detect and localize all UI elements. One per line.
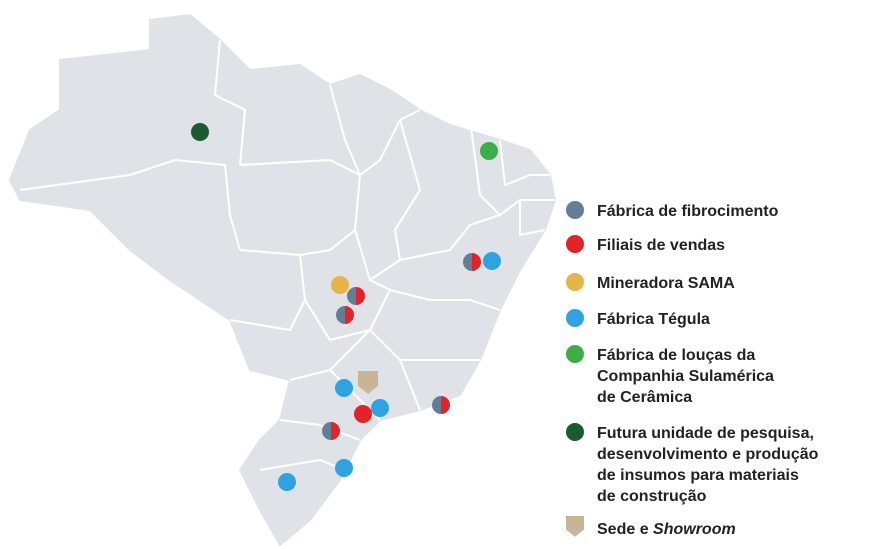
location-marker bbox=[335, 459, 353, 477]
legend-label: Filiais de vendas bbox=[597, 237, 725, 254]
marker-half bbox=[322, 422, 331, 440]
legend-swatch bbox=[566, 423, 584, 441]
legend-swatch bbox=[566, 309, 584, 327]
marker-half bbox=[472, 253, 481, 271]
legend-swatch-circle bbox=[566, 201, 584, 219]
location-marker bbox=[354, 405, 372, 423]
marker-half bbox=[441, 396, 450, 414]
marker-half bbox=[347, 287, 356, 305]
legend: Fábrica de fibrocimento Filiais de vendas… bbox=[566, 201, 819, 538]
location-marker bbox=[483, 252, 501, 270]
location-marker bbox=[371, 399, 389, 417]
showroom-marker bbox=[566, 516, 584, 537]
legend-swatch bbox=[566, 273, 584, 291]
location-marker-split bbox=[347, 287, 365, 305]
location-marker bbox=[480, 142, 498, 160]
marker-half bbox=[432, 396, 441, 414]
showroom-marker bbox=[358, 371, 378, 394]
brazil-map bbox=[8, 13, 557, 547]
legend-label: Futura unidade de pesquisa, bbox=[597, 425, 814, 442]
legend-label: de Cerâmica bbox=[597, 389, 692, 406]
legend-label: Mineradora SAMA bbox=[597, 275, 735, 292]
location-marker bbox=[278, 473, 296, 491]
location-marker-split bbox=[336, 306, 354, 324]
legend-label: Fábrica Tégula bbox=[597, 311, 710, 328]
marker-half bbox=[331, 422, 340, 440]
location-marker-split bbox=[322, 422, 340, 440]
location-marker bbox=[191, 123, 209, 141]
location-marker bbox=[331, 276, 349, 294]
legend-swatch bbox=[566, 201, 584, 219]
location-marker-split bbox=[432, 396, 450, 414]
legend-label: Fábrica de fibrocimento bbox=[597, 203, 779, 220]
location-marker bbox=[335, 379, 353, 397]
legend-swatch bbox=[566, 345, 584, 363]
legend-swatch bbox=[566, 235, 584, 253]
markers bbox=[191, 123, 501, 491]
legend-label: Fábrica de louças da bbox=[597, 347, 755, 364]
marker-half bbox=[356, 287, 365, 305]
legend-label: de insumos para materiais bbox=[597, 467, 799, 484]
legend-label: desenvolvimento e produção bbox=[597, 446, 819, 463]
legend-label: Sede e Showroom bbox=[597, 521, 736, 538]
legend-label-emphasis: Showroom bbox=[653, 521, 736, 538]
marker-half bbox=[463, 253, 472, 271]
marker-half bbox=[336, 306, 345, 324]
marker-half bbox=[345, 306, 354, 324]
legend-label: Companhia Sulamérica bbox=[597, 368, 774, 385]
legend-label: de construção bbox=[597, 488, 707, 505]
location-marker-split bbox=[463, 253, 481, 271]
state-borders bbox=[19, 39, 555, 471]
